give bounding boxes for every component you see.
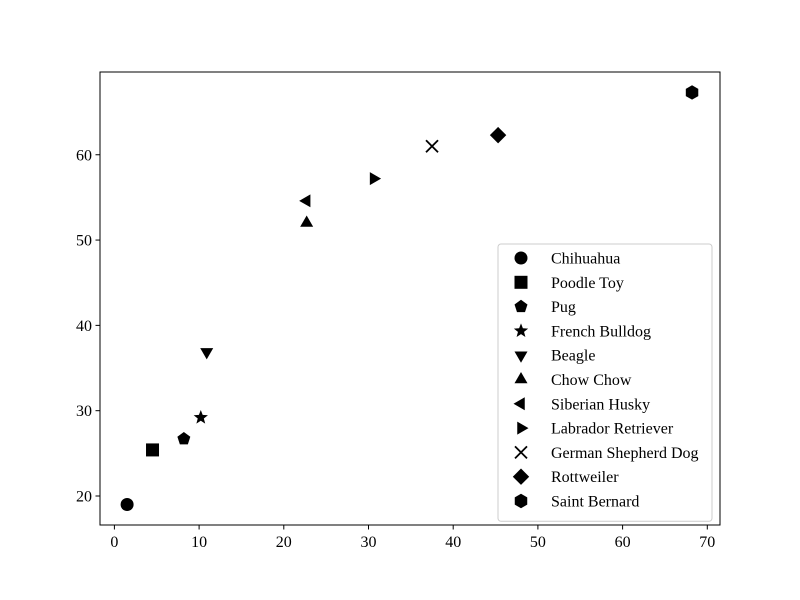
legend-marker — [514, 251, 528, 265]
legend-marker — [513, 323, 529, 337]
data-point — [146, 443, 160, 457]
legend-box — [497, 243, 713, 522]
legend-marker — [514, 493, 528, 509]
legend-item: French Bulldog — [513, 323, 651, 340]
legend-label: Saint Bernard — [551, 494, 639, 511]
x-tick-label: 40 — [445, 534, 461, 551]
data-point — [299, 194, 311, 208]
legend-item: Saint Bernard — [514, 493, 639, 511]
legend-marker — [514, 351, 528, 363]
x-tick-label: 60 — [615, 534, 631, 551]
legend-marker — [513, 397, 525, 411]
y-tick-label: 60 — [76, 147, 92, 164]
data-point — [369, 172, 382, 186]
data-point — [300, 215, 314, 227]
legend-marker — [517, 421, 529, 435]
legend-label: Chihuahua — [551, 251, 620, 268]
x-tick-label: 70 — [699, 534, 715, 551]
x-tick-label: 0 — [110, 534, 118, 551]
legend-marker — [514, 372, 528, 384]
data-point — [193, 410, 208, 424]
legend-marker — [514, 445, 528, 460]
legend-marker — [512, 468, 530, 485]
legend-item: Pug — [514, 299, 576, 316]
x-tick-label: 10 — [191, 534, 207, 551]
plot-frame — [99, 71, 721, 526]
legend-item: German Shepherd Dog — [514, 445, 699, 462]
x-tick-label: 30 — [360, 534, 376, 551]
legend-item: Siberian Husky — [513, 396, 650, 413]
legend-label: German Shepherd Dog — [551, 445, 699, 462]
data-point — [489, 126, 507, 144]
legend-label: Pug — [551, 299, 576, 316]
legend-label: Labrador Retriever — [551, 421, 674, 438]
legend-label: French Bulldog — [551, 323, 651, 340]
data-point — [177, 432, 191, 445]
legend-item: Chow Chow — [514, 372, 632, 389]
legend-item: Beagle — [514, 348, 595, 365]
x-marker-stroke — [514, 445, 528, 460]
data-point — [425, 139, 439, 153]
plot-layer: 0 10 20 30 40 50 60 70 20 30 40 50 60 — [76, 71, 721, 551]
data-point — [685, 85, 699, 100]
legend-item: Chihuahua — [514, 251, 620, 268]
legend-label: Chow Chow — [551, 372, 632, 389]
y-tick-label: 40 — [76, 318, 92, 335]
legend-item: Labrador Retriever — [517, 421, 674, 438]
legend-item: Rottweiler — [512, 468, 619, 486]
x-tick-label: 20 — [276, 534, 292, 551]
legend-label: Siberian Husky — [551, 396, 650, 413]
x-marker-stroke — [425, 139, 439, 153]
legend-item: Poodle Toy — [514, 275, 624, 292]
legend-marker — [514, 275, 528, 289]
data-point — [200, 348, 214, 360]
legend-label: Poodle Toy — [551, 275, 624, 292]
y-tick-label: 20 — [76, 488, 92, 505]
legend-label: Rottweiler — [551, 469, 619, 486]
x-tick-label: 50 — [530, 534, 546, 551]
legend-marker — [514, 299, 528, 313]
data-point — [120, 498, 134, 512]
y-tick-label: 30 — [76, 403, 92, 420]
y-tick-label: 50 — [76, 233, 92, 250]
legend-label: Beagle — [551, 348, 595, 365]
legend: Chihuahua Poodle Toy Pug French Bulldog Beag… — [497, 243, 713, 522]
